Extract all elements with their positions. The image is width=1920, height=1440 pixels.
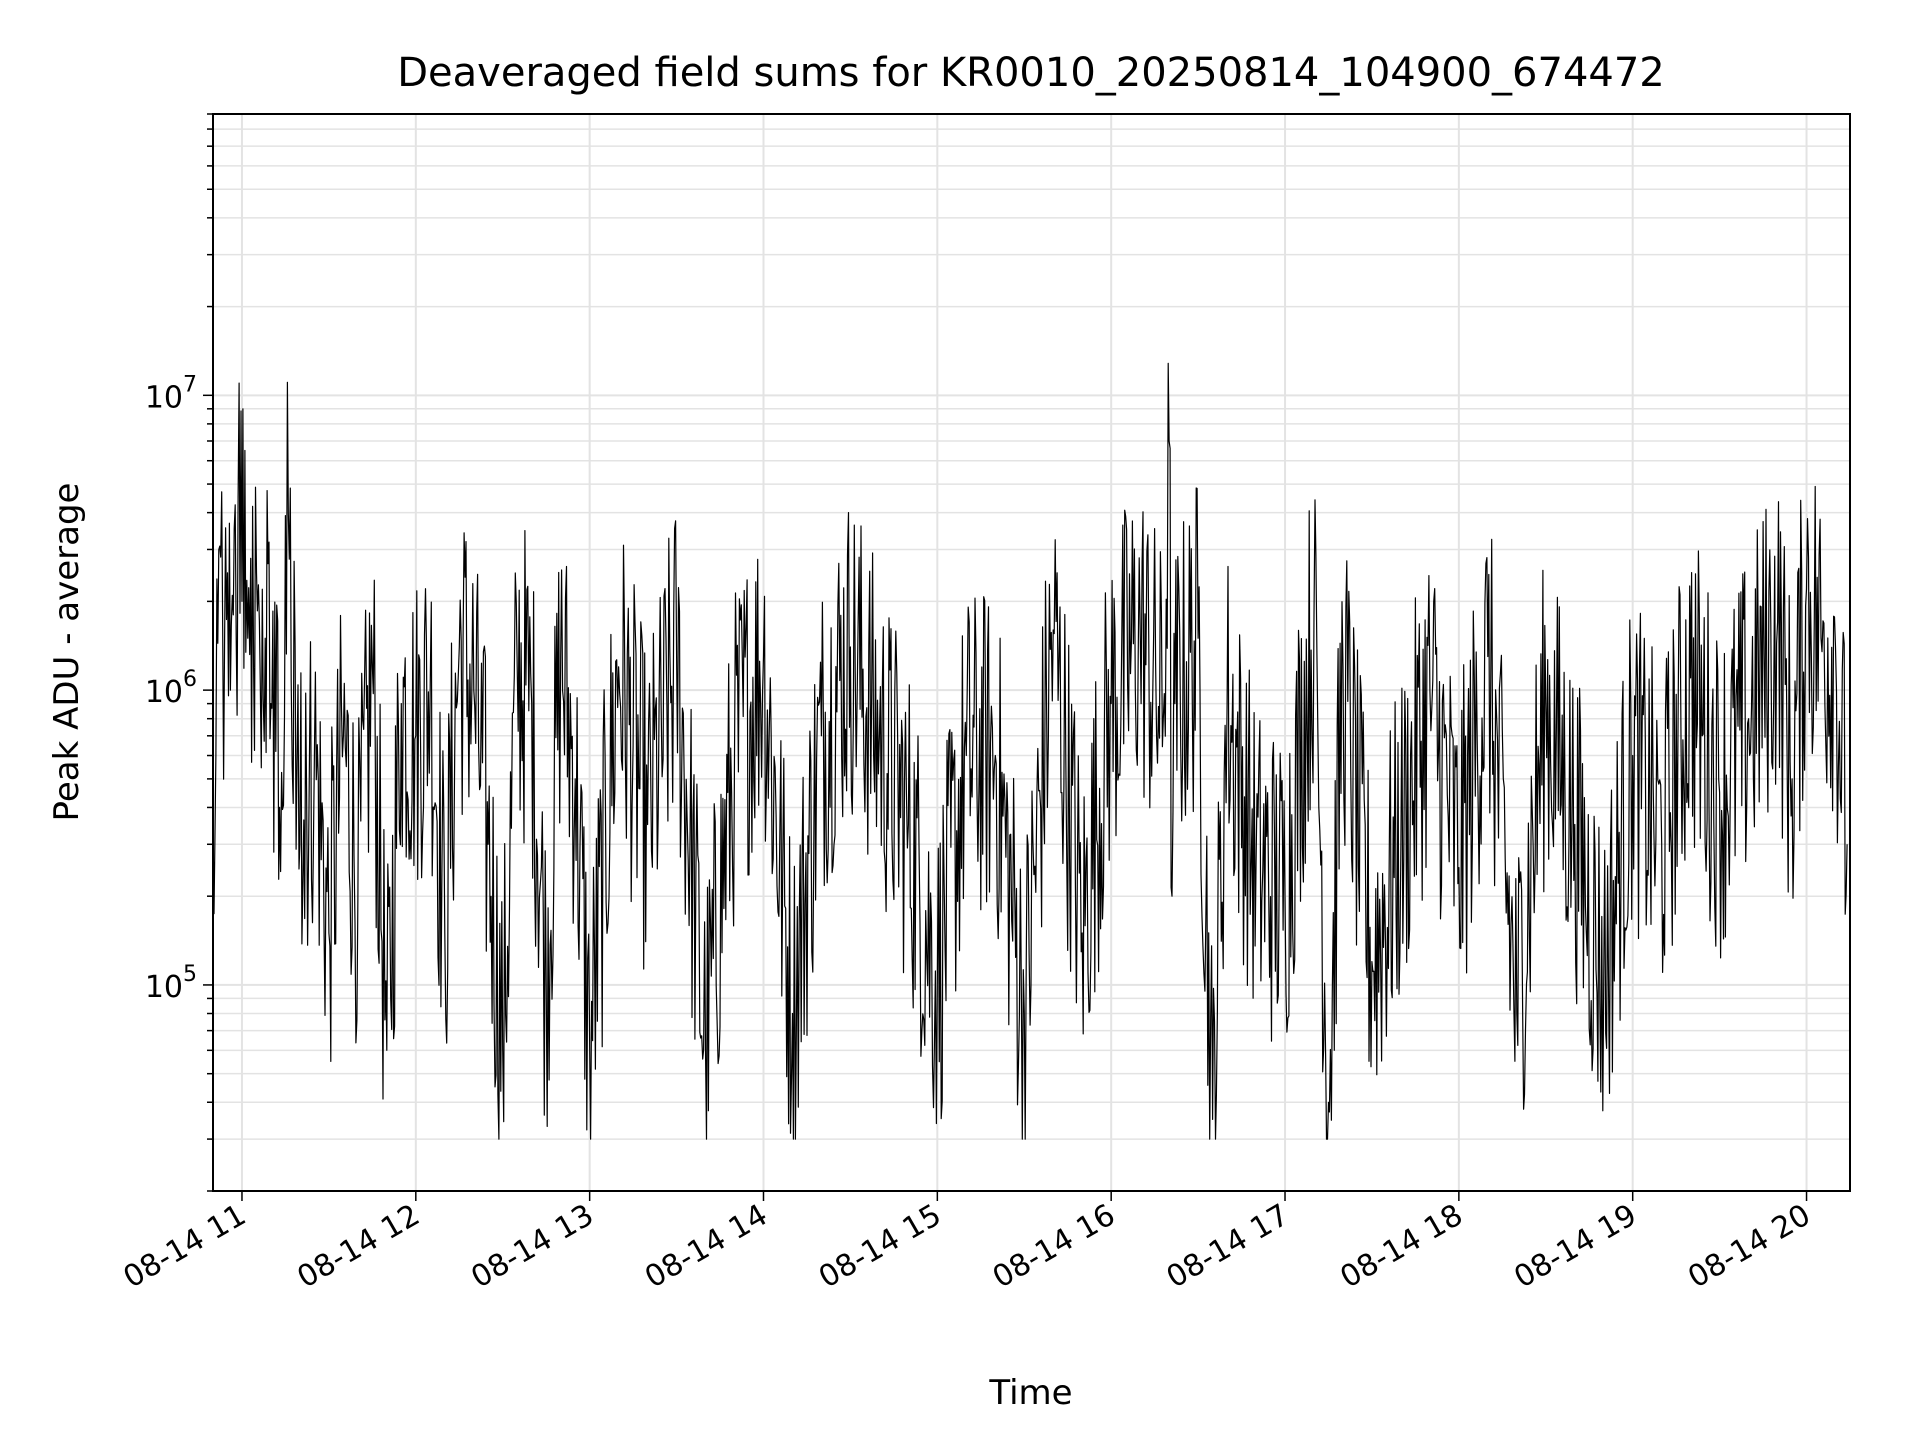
y-tick-exponent: 6 xyxy=(183,667,197,692)
plot-area xyxy=(213,362,1848,1140)
x-axis-label: Time xyxy=(988,1373,1072,1413)
y-axis-label: Peak ADU - average xyxy=(47,483,87,822)
y-tick-label: 107 xyxy=(145,372,197,415)
plot-frame xyxy=(212,113,1851,1192)
chart-title: Deaveraged field sums for KR0010_2025081… xyxy=(397,50,1665,96)
y-tick-exponent: 5 xyxy=(183,962,197,987)
y-tick-base: 10 xyxy=(145,675,183,710)
series-line xyxy=(213,362,1848,1140)
y-tick-label: 106 xyxy=(145,667,197,710)
y-tick-base: 10 xyxy=(145,970,183,1005)
y-tick-base: 10 xyxy=(145,380,183,415)
y-tick-label: 105 xyxy=(145,962,197,1005)
y-tick-exponent: 7 xyxy=(183,372,197,397)
